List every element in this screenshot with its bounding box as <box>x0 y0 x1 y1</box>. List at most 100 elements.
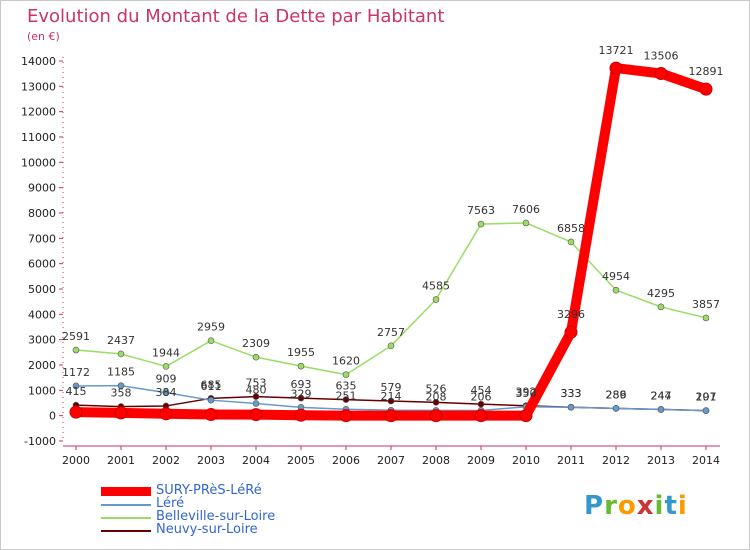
y-tick-label: 10000 <box>21 156 56 169</box>
series-point-3 <box>387 397 395 405</box>
data-label: 526 <box>426 382 447 395</box>
series-point-2 <box>72 346 80 354</box>
x-tick-label: 2006 <box>332 454 360 467</box>
data-label: 2591 <box>62 330 90 343</box>
series-point-2 <box>432 296 440 303</box>
data-label: 333 <box>561 387 582 400</box>
data-label: 693 <box>291 378 312 391</box>
x-tick-label: 2001 <box>107 454 135 467</box>
y-tick-label: 11000 <box>21 131 56 144</box>
series-point-1 <box>252 400 260 407</box>
x-tick-label: 2002 <box>152 454 180 467</box>
series-point-2 <box>477 220 485 228</box>
legend-swatch-sury <box>101 487 151 496</box>
data-label: 480 <box>246 384 267 397</box>
x-tick-label: 2008 <box>422 454 450 467</box>
series-point-1 <box>702 407 710 414</box>
data-label: 333 <box>561 387 582 400</box>
data-label: 197 <box>696 391 717 404</box>
series-point-3 <box>342 396 350 403</box>
data-label: 909 <box>156 373 177 386</box>
data-label: 1172 <box>62 366 90 379</box>
data-label: 289 <box>606 388 627 401</box>
x-tick-label: 2014 <box>692 454 720 467</box>
data-label: 2959 <box>197 321 225 334</box>
data-label: 2437 <box>107 334 135 347</box>
y-tick-label: 13000 <box>21 80 56 93</box>
series-point-0 <box>384 409 398 423</box>
data-label: 7606 <box>512 203 540 216</box>
y-tick-label: 3000 <box>28 334 56 347</box>
data-label: 2757 <box>377 326 405 339</box>
series-point-2 <box>162 363 170 370</box>
x-tick-label: 2012 <box>602 454 630 467</box>
data-label: 3857 <box>692 298 720 311</box>
data-label: 4585 <box>422 280 450 293</box>
y-tick-label: 5000 <box>28 283 56 296</box>
series-point-0 <box>69 405 83 419</box>
axes: -1000 0 1000 2000 3000 4000 5000 6000 7000 8000 90… <box>21 55 720 467</box>
data-label: 358 <box>111 387 132 400</box>
data-label: 685 <box>201 378 222 391</box>
data-label: 12891 <box>689 65 724 78</box>
data-label: 1185 <box>107 366 135 379</box>
x-tick-label: 2004 <box>242 454 270 467</box>
series-point-3 <box>252 393 260 400</box>
y-tick-label: 7000 <box>28 232 56 245</box>
series-point-0 <box>114 406 128 420</box>
data-label: 13506 <box>644 50 679 63</box>
series-point-0 <box>519 409 533 423</box>
data-labels: 3296 13721 13506 12891 1172 1185 909 611 480 329 2… <box>62 44 724 404</box>
series-point-0 <box>159 407 173 421</box>
data-label: 635 <box>336 380 357 393</box>
y-tick-label: 12000 <box>21 106 56 119</box>
series-point-1 <box>612 405 620 412</box>
chart-unit: (en €) <box>27 30 60 43</box>
data-label: 415 <box>66 385 87 398</box>
chart-title: Evolution du Montant de la Dette par Hab… <box>27 6 445 27</box>
y-tick-label: -1000 <box>24 435 56 448</box>
series-point-1 <box>162 389 170 396</box>
y-tick-label: 9000 <box>28 182 56 195</box>
series-point-0 <box>429 409 443 423</box>
legend-label: Neuvy-sur-Loire <box>156 522 258 537</box>
data-label: 392 <box>516 386 537 399</box>
y-tick-label: 1000 <box>28 384 56 397</box>
x-tick-label: 2013 <box>647 454 675 467</box>
legend-swatch-belleville <box>101 517 151 519</box>
series-point-2 <box>567 238 575 246</box>
series-point-0 <box>699 82 713 96</box>
series-point-2 <box>702 314 710 322</box>
series-point-0 <box>609 61 623 75</box>
data-label: 579 <box>381 381 402 394</box>
data-label: 454 <box>471 384 492 397</box>
series-point-1 <box>567 403 575 411</box>
data-label: 753 <box>246 377 267 390</box>
data-label: 4954 <box>602 270 630 283</box>
data-label: 350 <box>516 387 537 400</box>
y-tick-label: 6000 <box>28 258 56 271</box>
legend-label: Belleville-sur-Loire <box>156 509 276 524</box>
series-point-0 <box>339 409 353 423</box>
data-label: 13721 <box>599 44 634 57</box>
series-point-1 <box>207 396 215 404</box>
series-point-0 <box>294 408 308 422</box>
data-label: 201 <box>696 391 717 404</box>
y-tick-label: 4000 <box>28 308 56 321</box>
data-label: 384 <box>156 386 177 399</box>
legend-label: SURY-PRèS-LéRé <box>156 483 262 498</box>
y-tick-label: 14000 <box>21 55 56 68</box>
x-tick-label: 2000 <box>62 454 90 467</box>
x-tick-label: 2011 <box>557 454 585 467</box>
series-point-0 <box>249 408 263 422</box>
series-point-2 <box>342 371 350 378</box>
series-point-0 <box>564 325 578 339</box>
series-point-2 <box>612 286 620 294</box>
data-label: 244 <box>651 389 672 402</box>
data-label: 206 <box>471 390 492 403</box>
data-label: 4295 <box>647 287 675 300</box>
legend-swatch-lere <box>101 504 151 506</box>
series-point-3 <box>297 394 305 402</box>
